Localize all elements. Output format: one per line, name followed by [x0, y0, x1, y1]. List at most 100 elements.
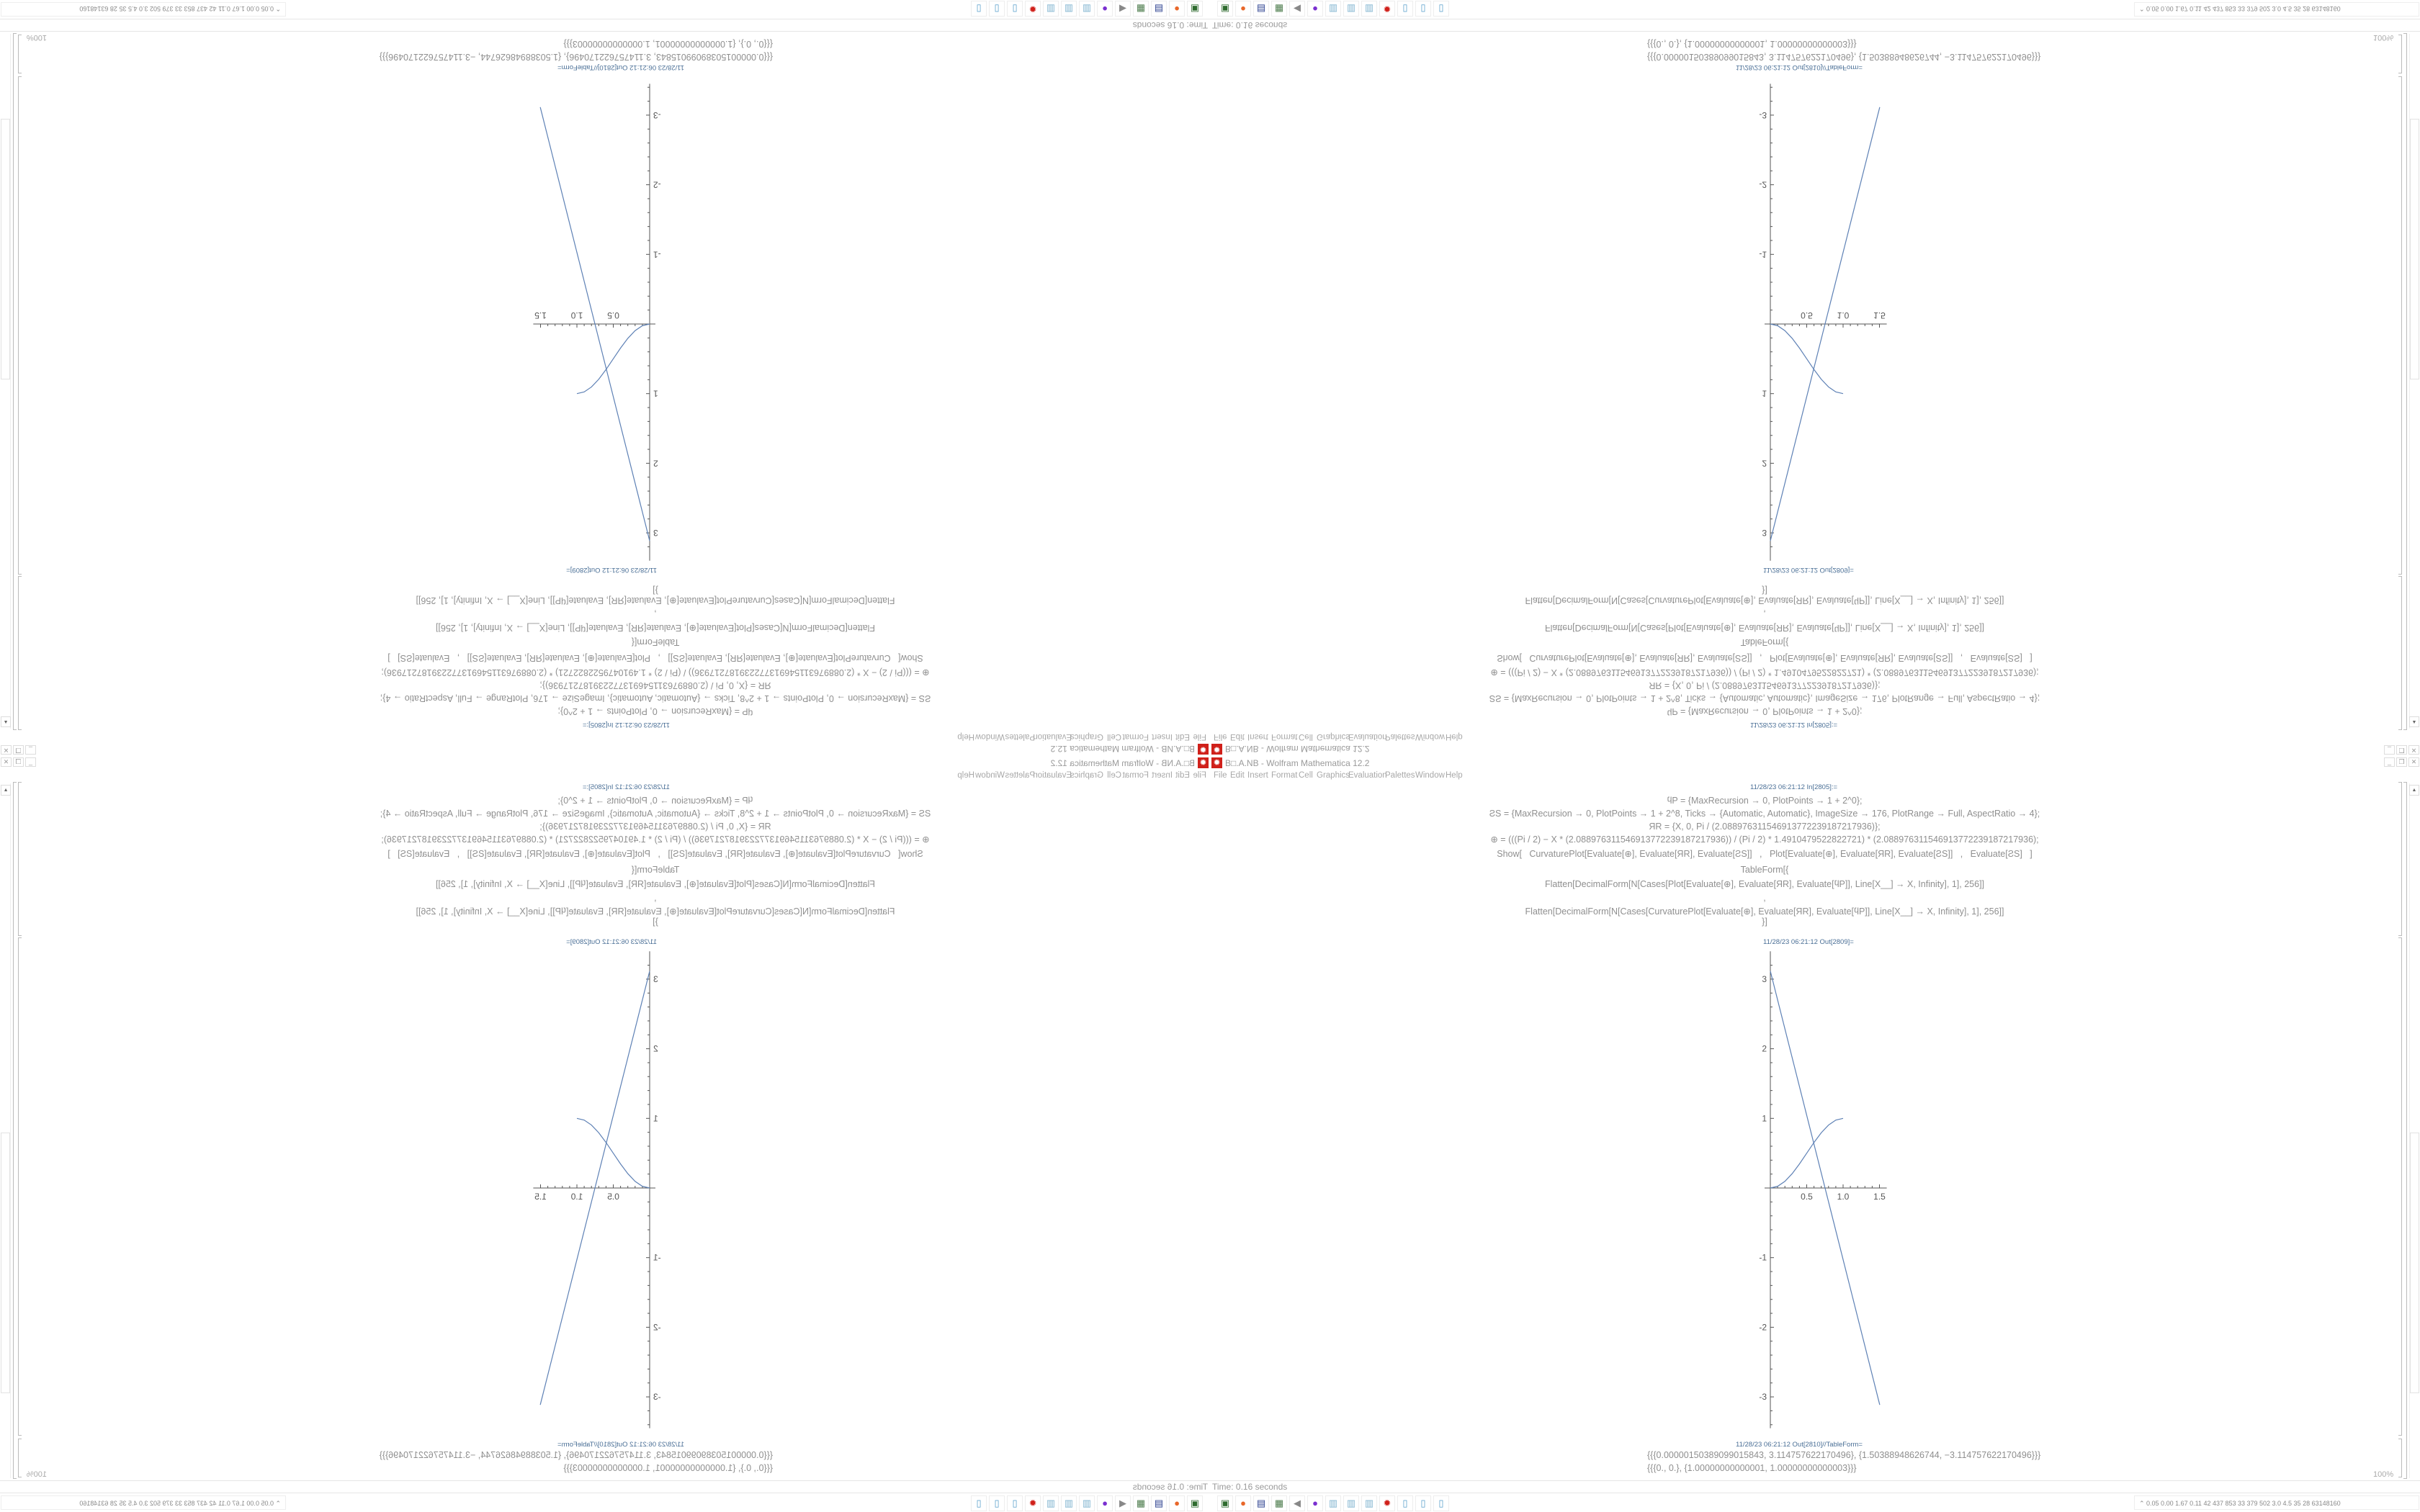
code-line[interactable]: ϥP = {MaxRecursion → 0, PlotPoints → 1 +…	[557, 706, 753, 716]
scrollbar-thumb[interactable]	[2410, 119, 2419, 379]
notepad-icon[interactable]: ▥	[1043, 1, 1059, 17]
notepad-icon[interactable]: ▥	[1061, 1, 1077, 17]
zoom-level[interactable]: 100%	[26, 33, 47, 42]
notepad-icon[interactable]: ▥	[1325, 1, 1341, 17]
output-cell-bracket[interactable]	[2398, 35, 2402, 73]
code-line[interactable]: ЯR = {X, 0, Pi / (2.08897631154691377223…	[539, 822, 771, 832]
menu-format[interactable]: Format	[1271, 732, 1298, 741]
notepad-icon[interactable]: ▥	[1343, 1495, 1359, 1511]
menu-graphics[interactable]: Graphics	[1317, 771, 1350, 780]
calculator-icon[interactable]: ▯	[989, 1, 1005, 17]
discord-icon[interactable]: ●	[1097, 1495, 1113, 1511]
output-cell-bracket[interactable]	[18, 76, 22, 575]
notepad-icon[interactable]: ▥	[1079, 1495, 1095, 1511]
floppy-64-icon[interactable]: ▤	[1253, 1, 1269, 17]
code-line[interactable]: Show[ CurvaturePlot[Evaluate[⊕], Evaluat…	[1497, 653, 2033, 663]
system-tray-monitor[interactable]: ⌃ 0.05 0.00 1.67 0.11 42 437 853 33 379 …	[1, 2, 286, 17]
scrollbar-thumb[interactable]	[1, 1133, 10, 1393]
firefox-icon[interactable]: ●	[1235, 1495, 1251, 1511]
group-cell-bracket[interactable]	[13, 782, 17, 1479]
menu-edit[interactable]: Edit	[1175, 771, 1190, 780]
code-line[interactable]: }]	[653, 585, 658, 595]
code-line[interactable]: ƧS = {MaxRecursion → 0, PlotPoints → 1 +…	[380, 809, 931, 819]
code-line[interactable]: ЯR = {X, 0, Pi / (2.08897631154691377223…	[1649, 680, 1881, 690]
output-cell-bracket[interactable]	[2398, 76, 2402, 575]
restore-button[interactable]: ❐	[13, 745, 24, 755]
mathematica-icon[interactable]: ✹	[1379, 1495, 1395, 1511]
speaker-icon[interactable]: ◀	[1115, 1495, 1131, 1511]
menu-palettes[interactable]: Palettes	[1385, 732, 1415, 741]
floppy-64-icon[interactable]: ▤	[1253, 1495, 1269, 1511]
code-line[interactable]: ƧS = {MaxRecursion → 0, PlotPoints → 1 +…	[380, 693, 931, 703]
code-line[interactable]: }]	[1762, 917, 1767, 927]
app-launcher-icon[interactable]: ▣	[1187, 1495, 1203, 1511]
close-button[interactable]: ✕	[2408, 745, 2419, 755]
code-line[interactable]: ⊕ = (((Pi / 2) − X * (2.0889763115469137…	[381, 667, 930, 678]
close-button[interactable]: ✕	[1, 757, 12, 767]
speaker-icon[interactable]: ◀	[1289, 1495, 1305, 1511]
mathematica-icon[interactable]: ✹	[1025, 1495, 1041, 1511]
menu-evaluation[interactable]: Evaluation	[1033, 771, 1072, 780]
input-cell-bracket[interactable]	[18, 576, 22, 730]
group-cell-bracket[interactable]	[13, 33, 17, 730]
code-line[interactable]: Flatten[DecimalForm[N[Cases[Plot[Evaluat…	[1544, 623, 1985, 633]
app-launcher-icon[interactable]: ▣	[1217, 1, 1233, 17]
calculator-icon[interactable]: ▯	[1397, 1, 1413, 17]
minimize-button[interactable]: _	[25, 745, 36, 755]
code-line[interactable]: Flatten[DecimalForm[N[Cases[Plot[Evaluat…	[435, 623, 876, 633]
menu-palettes[interactable]: Palettes	[1005, 732, 1035, 741]
firefox-icon[interactable]: ●	[1235, 1, 1251, 17]
menu-window[interactable]: Window	[1415, 732, 1445, 741]
code-line[interactable]: Flatten[DecimalForm[N[Cases[CurvaturePlo…	[416, 906, 895, 917]
code-line[interactable]: ЯR = {X, 0, Pi / (2.08897631154691377223…	[539, 680, 771, 690]
minimize-button[interactable]: _	[2384, 745, 2395, 755]
code-line[interactable]: Show[ CurvaturePlot[Evaluate[⊕], Evaluat…	[387, 653, 923, 663]
menu-format[interactable]: Format	[1122, 732, 1149, 741]
menu-graphics[interactable]: Graphics	[1317, 732, 1350, 741]
menu-format[interactable]: Format	[1122, 771, 1149, 780]
menu-insert[interactable]: Insert	[1152, 771, 1173, 780]
close-button[interactable]: ✕	[1, 745, 12, 755]
vertical-scrollbar[interactable]	[2409, 783, 2419, 1478]
menu-format[interactable]: Format	[1271, 771, 1298, 780]
menu-cell[interactable]: Cell	[1299, 732, 1313, 741]
discord-icon[interactable]: ●	[1307, 1495, 1323, 1511]
output-cell-bracket[interactable]	[2398, 1439, 2402, 1477]
notepad-icon[interactable]: ▥	[1343, 1, 1359, 17]
system-tray-monitor[interactable]: ⌃ 0.05 0.00 1.67 0.11 42 437 853 33 379 …	[2134, 2, 2419, 17]
floppy-64-icon[interactable]: ▤	[1151, 1, 1167, 17]
scroll-up-button[interactable]: ▲	[2409, 785, 2419, 796]
input-cell-bracket[interactable]	[18, 782, 22, 936]
discord-icon[interactable]: ●	[1097, 1, 1113, 17]
output-cell-bracket[interactable]	[2398, 937, 2402, 1436]
calculator-icon[interactable]: ▯	[971, 1, 987, 17]
menu-cell[interactable]: Cell	[1107, 771, 1121, 780]
menu-insert[interactable]: Insert	[1152, 732, 1173, 741]
code-line[interactable]: ϥP = {MaxRecursion → 0, PlotPoints → 1 +…	[1667, 796, 1863, 806]
notepad-icon[interactable]: ▥	[1043, 1495, 1059, 1511]
code-line[interactable]: ⊕ = (((Pi / 2) − X * (2.0889763115469137…	[1490, 834, 2039, 845]
menu-evaluation[interactable]: Evaluation	[1348, 771, 1387, 780]
menu-graphics[interactable]: Graphics	[1070, 771, 1103, 780]
menu-graphics[interactable]: Graphics	[1070, 732, 1103, 741]
menu-window[interactable]: Window	[975, 732, 1005, 741]
minimize-button[interactable]: _	[2384, 757, 2395, 767]
code-line[interactable]: Show[ CurvaturePlot[Evaluate[⊕], Evaluat…	[1497, 849, 2033, 859]
zoom-level[interactable]: 100%	[2373, 1470, 2394, 1479]
zoom-level[interactable]: 100%	[26, 1470, 47, 1479]
app-launcher-icon[interactable]: ▣	[1187, 1, 1203, 17]
scroll-up-button[interactable]: ▲	[1, 785, 11, 796]
menu-edit[interactable]: Edit	[1175, 732, 1190, 741]
monitor-icon[interactable]: ▦	[1271, 1495, 1287, 1511]
code-line[interactable]: ϥP = {MaxRecursion → 0, PlotPoints → 1 +…	[557, 796, 753, 806]
menu-palettes[interactable]: Palettes	[1385, 771, 1415, 780]
code-line[interactable]: ,	[1763, 609, 1766, 619]
menu-edit[interactable]: Edit	[1230, 732, 1245, 741]
system-tray-monitor[interactable]: ⌃ 0.05 0.00 1.67 0.11 42 437 853 33 379 …	[1, 1495, 286, 1510]
menu-insert[interactable]: Insert	[1247, 771, 1268, 780]
menu-help[interactable]: Help	[1446, 771, 1463, 780]
output-cell-bracket[interactable]	[18, 35, 22, 73]
zoom-level[interactable]: 100%	[2373, 33, 2394, 42]
monitor-icon[interactable]: ▦	[1133, 1, 1149, 17]
app-launcher-icon[interactable]: ▣	[1217, 1495, 1233, 1511]
